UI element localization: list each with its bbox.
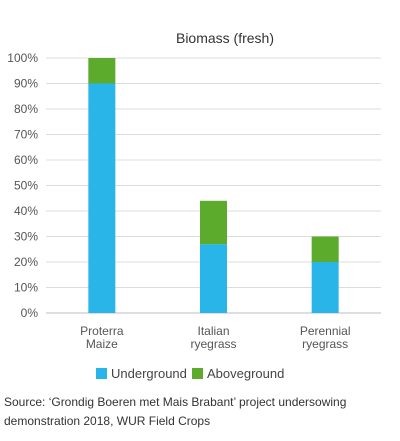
x-category-label: Proterra	[80, 324, 124, 338]
legend-label: Underground	[111, 366, 187, 381]
legend: Underground Aboveground	[96, 366, 284, 381]
bar-underground	[311, 262, 339, 313]
y-tick-label: 50%	[14, 179, 38, 193]
y-tick-label: 100%	[7, 51, 38, 65]
y-tick-label: 90%	[14, 77, 38, 91]
legend-swatch	[96, 368, 107, 379]
legend-swatch	[192, 368, 203, 379]
y-tick-label: 60%	[14, 153, 38, 167]
x-category-label: ryegrass	[190, 337, 236, 351]
bar-aboveground	[200, 200, 227, 245]
y-tick-label: 10%	[14, 281, 38, 295]
y-tick-label: 80%	[14, 102, 38, 116]
bars	[88, 58, 339, 313]
bar-underground	[200, 244, 227, 313]
y-tick-label: 0%	[21, 306, 39, 320]
chart-title: Biomass (fresh)	[176, 30, 274, 46]
legend-label: Aboveground	[207, 366, 284, 381]
y-tick-label: 70%	[14, 128, 38, 142]
bar-aboveground	[88, 58, 116, 84]
bar-underground	[88, 83, 116, 313]
source-note: Source: ‘Grondig Boeren met Mais Brabant…	[4, 395, 347, 428]
x-category-label: ryegrass	[302, 337, 348, 351]
x-category-label: Perennial	[300, 324, 351, 338]
y-tick-label: 40%	[14, 204, 38, 218]
y-tick-label: 20%	[14, 255, 38, 269]
biomass-chart: Biomass (fresh) 0% 10% 20% 30% 40% 50% 60% 70% 8…	[7, 30, 381, 381]
x-category-label: Italian	[197, 324, 229, 338]
x-category-label: Maize	[86, 337, 118, 351]
y-axis-ticks: 0% 10% 20% 30% 40% 50% 60% 70% 80% 90% 100%	[7, 51, 38, 320]
bar-aboveground	[311, 236, 339, 262]
x-axis-categories: ProterraMaizeItalianryegrassPerennialrye…	[80, 324, 350, 351]
y-tick-label: 30%	[14, 230, 38, 244]
